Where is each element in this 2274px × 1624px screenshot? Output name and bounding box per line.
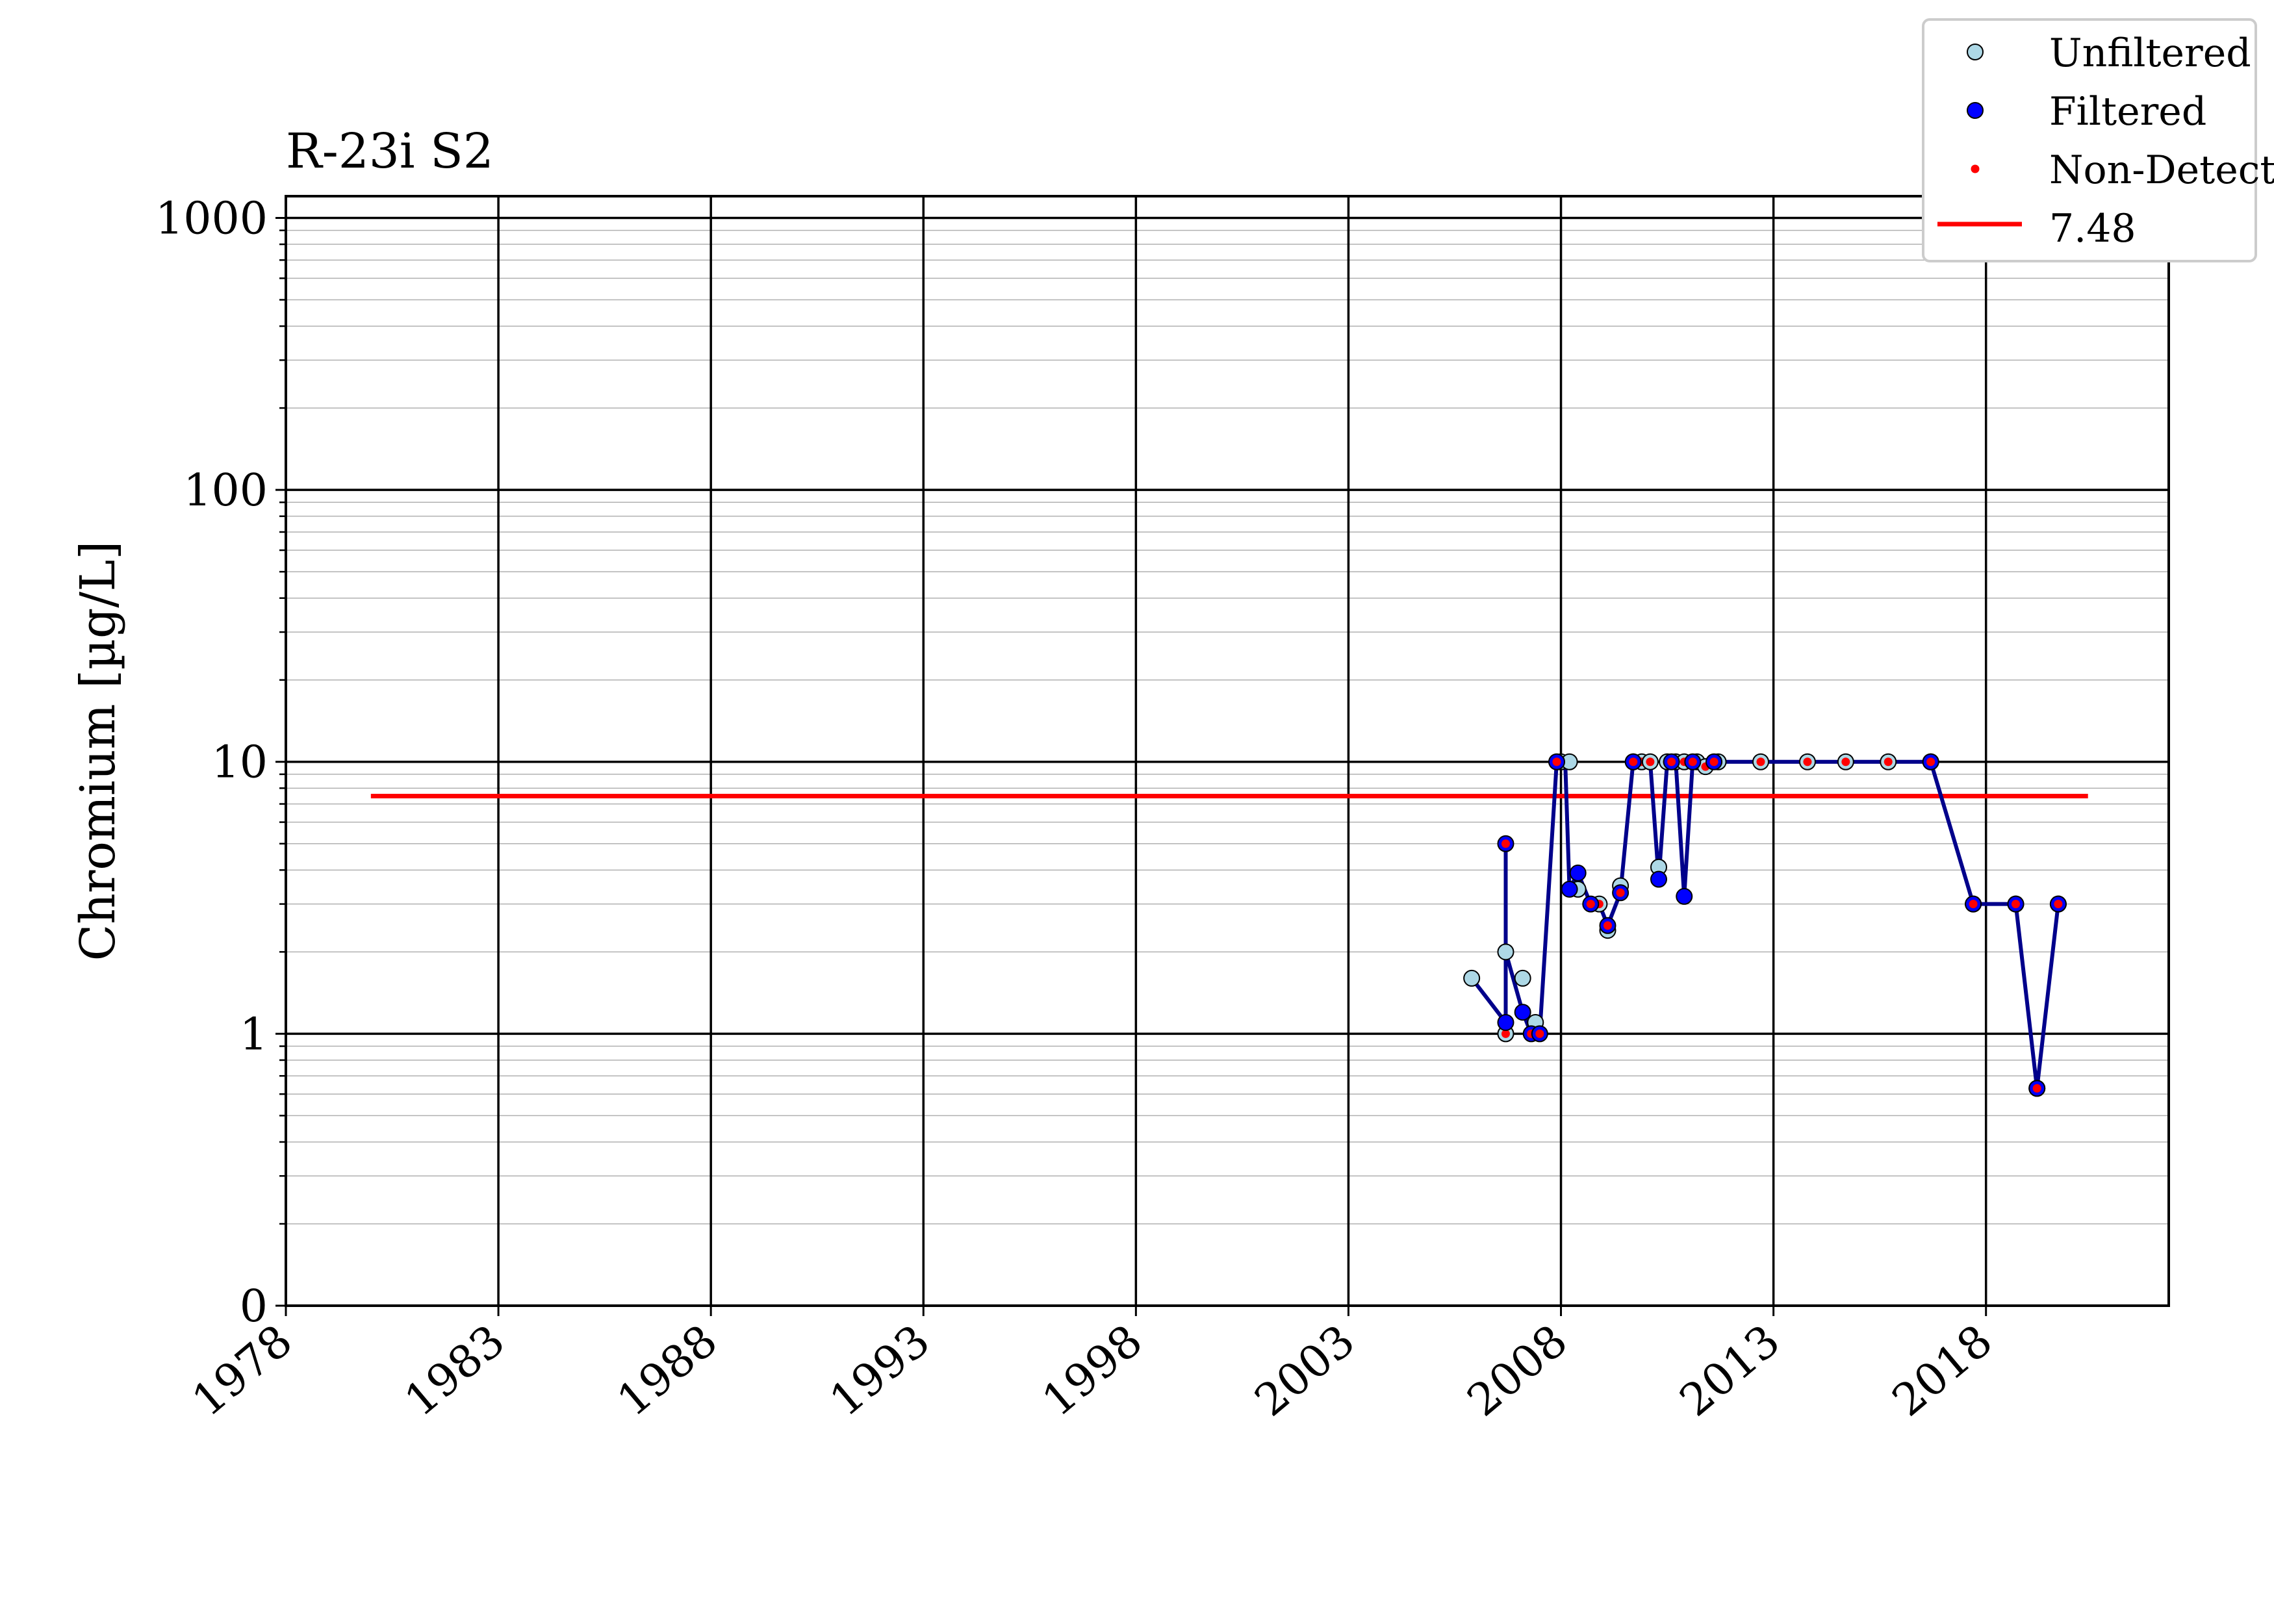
legend-filtered-marker: [1967, 102, 1984, 119]
series-line: [1470, 759, 2060, 1091]
filtered-point: [1650, 870, 1667, 888]
legend-non-detect-marker: [1971, 164, 1980, 173]
non-detect-point: [1616, 888, 1625, 897]
non-detect-point: [2032, 1084, 2041, 1093]
x-tick-label: 1998: [1033, 1315, 1152, 1427]
non-detect-point: [1841, 757, 1850, 767]
non-detect-point: [1629, 757, 1638, 767]
legend: Unfiltered Filtered Non-Detect 7.48: [1922, 18, 2274, 262]
non-detect-point: [1603, 921, 1612, 930]
filtered-point: [1514, 1004, 1531, 1021]
x-tick-label: 1983: [396, 1315, 515, 1427]
y-axis-ticks: 0 1 10 100 1000: [155, 193, 286, 1332]
non-detect-point: [1552, 757, 1561, 767]
x-tick-label: 1993: [821, 1315, 939, 1427]
y-tick-label: 1000: [155, 193, 268, 244]
non-detect-point: [2054, 900, 2063, 909]
non-detect-point: [1646, 757, 1655, 767]
x-tick-label: 2018: [1883, 1315, 2002, 1427]
y-axis-label: Chromium [µg/L]: [70, 541, 126, 961]
non-detect-point: [1756, 757, 1765, 767]
x-tick-label: 2008: [1458, 1315, 1577, 1427]
y-tick-label: 0: [240, 1281, 268, 1332]
x-tick-label: 2003: [1246, 1315, 1364, 1427]
unfiltered-point: [1514, 969, 1531, 987]
y-tick-label: 1: [240, 1009, 268, 1060]
data-markers: [1463, 753, 2067, 1097]
non-detect-point: [1688, 757, 1697, 767]
legend-box: [1922, 18, 2257, 262]
non-detect-point: [1501, 1029, 1510, 1038]
legend-label: 7.48: [2049, 206, 2136, 251]
filtered-point: [1569, 864, 1587, 882]
non-detect-point: [1535, 1029, 1544, 1038]
non-detect-point: [1586, 900, 1595, 909]
non-detect-point: [1969, 900, 1978, 909]
y-tick-label: 100: [183, 465, 268, 516]
grid: [279, 196, 2169, 1307]
x-tick-label: 1988: [608, 1315, 727, 1427]
non-detect-point: [1803, 757, 1812, 767]
chart-title: R-23i S2: [286, 123, 494, 179]
legend-label: Non-Detect: [2049, 147, 2274, 193]
non-detect-point: [1884, 757, 1893, 767]
unfiltered-point: [1497, 943, 1514, 961]
plot-frame: [285, 195, 2170, 1307]
connecting-line: [1470, 759, 2060, 1091]
unfiltered-point: [1463, 969, 1481, 987]
y-tick-label: 10: [211, 737, 268, 789]
filtered-point: [1497, 1014, 1514, 1032]
x-axis-ticks: 1978 1983 1988 1993 1998 2003 2008 2013 2018: [183, 1306, 2002, 1427]
non-detect-point: [1501, 839, 1510, 848]
non-detect-point: [2011, 900, 2020, 909]
x-tick-label: 2013: [1670, 1315, 1789, 1427]
non-detect-point: [1709, 757, 1718, 767]
legend-unfiltered-marker: [1967, 44, 1984, 60]
non-detect-point: [1926, 757, 1935, 767]
legend-label: Filtered: [2049, 89, 2206, 134]
filtered-point: [1676, 887, 1693, 905]
non-detect-point: [1667, 757, 1676, 767]
filtered-point: [1561, 880, 1578, 898]
legend-label: Unfiltered: [2049, 31, 2251, 76]
